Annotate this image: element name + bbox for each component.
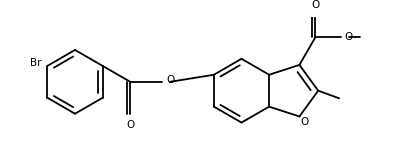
Text: O: O xyxy=(311,0,320,10)
Text: O: O xyxy=(344,32,353,42)
Text: O: O xyxy=(126,120,135,130)
Text: O: O xyxy=(166,75,175,85)
Text: Br: Br xyxy=(29,58,41,68)
Text: O: O xyxy=(300,117,309,127)
